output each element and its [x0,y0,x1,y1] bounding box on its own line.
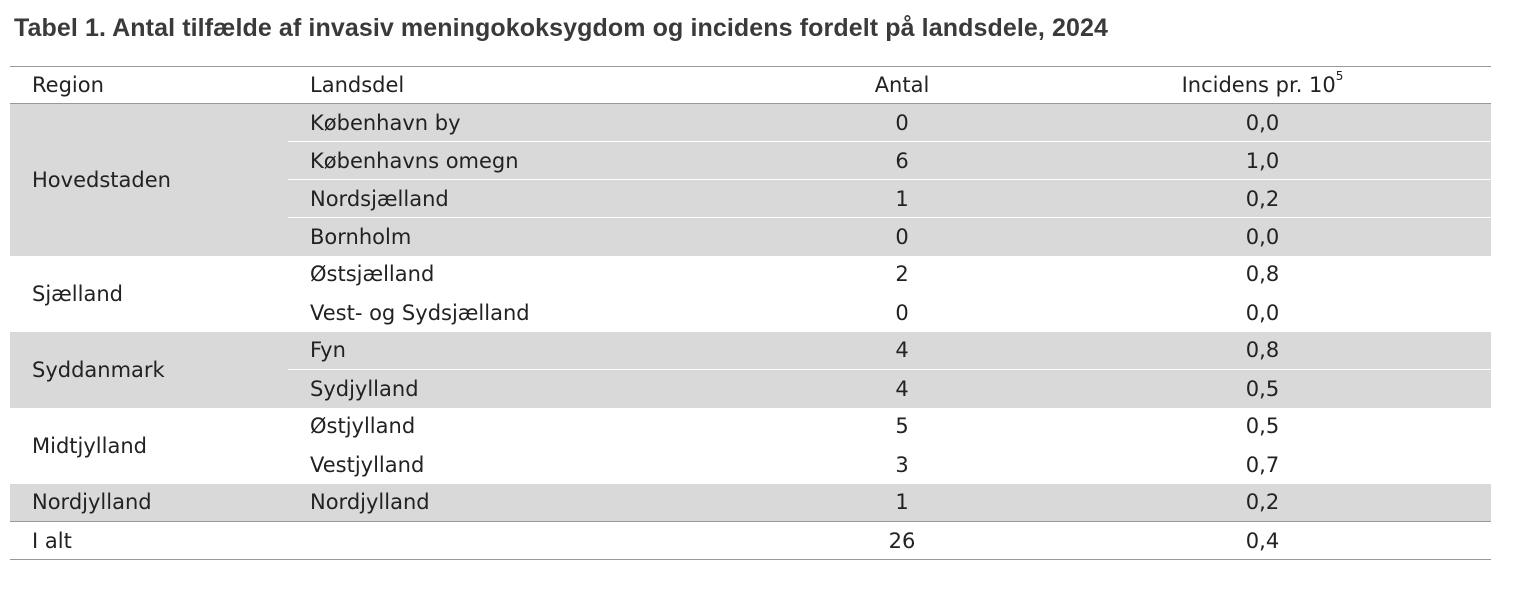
header-incidens-label: Incidens pr. 10 [1181,73,1336,97]
landsdel-cell: Østsjælland [288,255,770,294]
total-row: I alt 26 0,4 [10,521,1491,560]
landsdel-cell: Bornholm [288,217,770,256]
total-landsdel-empty [288,521,770,560]
landsdel-cell: Østjylland [288,407,770,446]
table-row: Vest- og Sydsjælland 0 0,0 [10,294,1491,332]
total-incidens: 0,4 [1034,521,1491,560]
table-row: Nordsjælland 1 0,2 [10,179,1491,218]
antal-cell: 0 [770,103,1034,142]
antal-cell: 1 [770,483,1034,522]
antal-cell: 4 [770,331,1034,370]
landsdel-cell: Nordsjælland [288,179,770,218]
antal-cell: 0 [770,217,1034,256]
incidens-cell: 0,0 [1034,217,1491,256]
antal-cell: 1 [770,179,1034,218]
landsdel-cell: Københavns omegn [288,141,770,180]
region-cell: Syddanmark [10,331,288,408]
table-row: Sydjylland 4 0,5 [10,369,1491,408]
header-landsdel: Landsdel [288,66,770,104]
table-row: Vestjylland 3 0,7 [10,446,1491,484]
region-cell: Nordjylland [10,483,288,522]
table-row: Sjælland Østsjælland 2 0,8 [10,255,1491,306]
incidens-cell: 1,0 [1034,141,1491,180]
region-cell: Sjælland [32,281,123,306]
antal-cell: 5 [770,407,1034,446]
antal-cell: 6 [770,141,1034,180]
region-cell: Hovedstaden [10,103,288,256]
header-antal: Antal [770,66,1034,104]
incidens-cell: 0,7 [1245,452,1280,477]
landsdel-cell: Vestjylland [310,452,425,477]
incidens-cell: 0,0 [1245,300,1280,325]
antal-cell: 0 [895,300,909,325]
antal-cell: 2 [770,255,1034,294]
incidence-table: Region Landsdel Antal Incidens pr. 105 H… [10,66,1491,560]
table-title: Tabel 1. Antal tilfælde af invasiv menin… [14,14,1108,42]
table-body: Hovedstaden København by 0 0,0 Københavns om… [10,103,1491,560]
antal-cell: 4 [770,369,1034,408]
antal-cell: 3 [895,452,909,477]
landsdel-cell: København by [288,103,770,142]
total-antal: 26 [770,521,1034,560]
table-row: Hovedstaden København by 0 0,0 [10,103,1491,256]
table-row: Midtjylland Østjylland 5 0,5 [10,407,1491,458]
landsdel-cell: Sydjylland [288,369,770,408]
incidens-cell: 0,8 [1034,331,1491,370]
table-row: Københavns omegn 6 1,0 [10,141,1491,180]
incidens-cell: 0,0 [1034,103,1491,142]
total-label: I alt [10,521,288,560]
table-row: Nordjylland Nordjylland 1 0,2 [10,483,1491,522]
landsdel-cell: Nordjylland [288,483,770,522]
region-cell: Midtjylland [32,433,147,458]
incidens-cell: 0,5 [1034,407,1491,446]
incidens-cell: 0,5 [1034,369,1491,408]
table-row: Syddanmark Fyn 4 0,8 [10,331,1491,408]
incidens-cell: 0,8 [1034,255,1491,294]
header-row: Region Landsdel Antal Incidens pr. 105 [10,66,1491,104]
header-region: Region [10,66,288,104]
incidens-cell: 0,2 [1034,179,1491,218]
header-incidens-exponent: 5 [1335,69,1344,83]
incidens-cell: 0,2 [1034,483,1491,522]
landsdel-cell: Vest- og Sydsjælland [310,300,530,325]
table-row: Bornholm 0 0,0 [10,217,1491,256]
landsdel-cell: Fyn [288,331,770,370]
header-incidens: Incidens pr. 105 [1034,66,1491,104]
